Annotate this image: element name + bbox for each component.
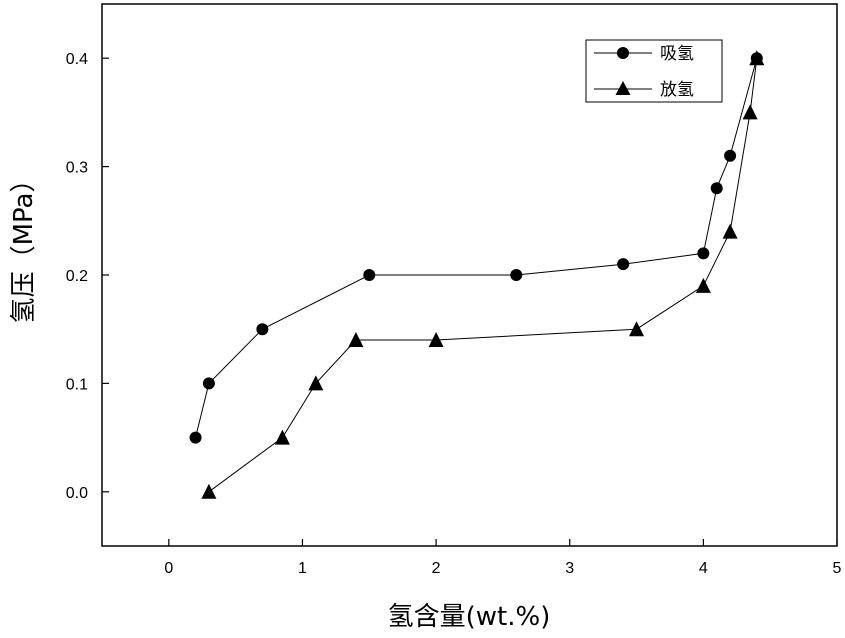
data-point-absorption (203, 377, 215, 389)
data-point-desorption (696, 278, 711, 293)
y-axis-title: 氢压（MPa） (9, 167, 39, 324)
data-point-absorption (617, 258, 629, 270)
legend-box (586, 40, 722, 102)
data-point-absorption (711, 182, 723, 194)
ticks-layer: 0 1 2 3 4 5 0.0 0.1 0.2 0.3 0.4 (66, 51, 842, 577)
x-tick-label: 0 (164, 560, 173, 577)
data-point-absorption (256, 323, 268, 335)
legend-label-absorption: 吸氢 (660, 44, 694, 64)
y-tick-label: 0.1 (66, 376, 88, 393)
data-point-desorption (629, 321, 644, 336)
y-tick-label: 0.3 (66, 160, 88, 177)
y-tick-label: 0.4 (66, 51, 88, 68)
data-point-absorption (697, 247, 709, 259)
x-tick-label: 3 (565, 560, 574, 577)
data-point-absorption (363, 269, 375, 281)
x-tick-label: 2 (432, 560, 441, 577)
data-point-desorption (275, 430, 290, 445)
data-point-desorption (743, 104, 758, 119)
data-point-desorption (201, 484, 216, 499)
x-tick-label: 4 (699, 560, 708, 577)
x-tick-label: 5 (833, 560, 842, 577)
x-tick-label: 1 (298, 560, 307, 577)
x-axis-title: 氢含量(wt.%) (388, 602, 551, 632)
y-tick-label: 0.0 (66, 485, 88, 502)
series-layer (190, 50, 765, 499)
legend-marker-absorption (617, 47, 629, 59)
legend: 吸氢 放氢 (586, 40, 722, 102)
legend-label-desorption: 放氢 (660, 80, 694, 100)
data-point-absorption (724, 150, 736, 162)
data-point-desorption (723, 224, 738, 239)
series-line-absorption (196, 58, 757, 437)
data-point-absorption (190, 432, 202, 444)
y-tick-label: 0.2 (66, 268, 88, 285)
data-point-absorption (510, 269, 522, 281)
